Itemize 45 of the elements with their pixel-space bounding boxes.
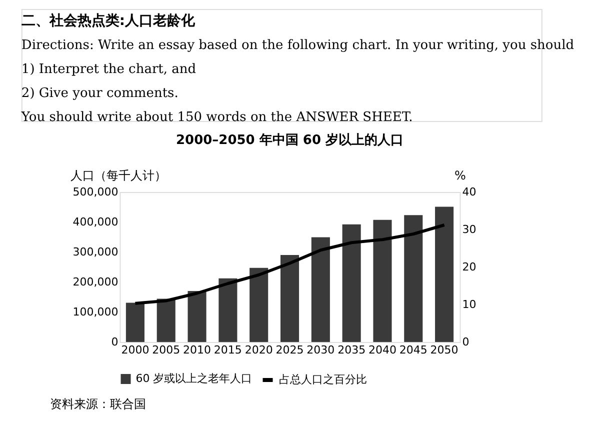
text: Directions: Write an essay based on the following chart. In your writing, you should <box>21 38 574 53</box>
bar <box>342 224 361 342</box>
x-tick-label: 2005 <box>152 344 180 356</box>
bar <box>280 255 300 342</box>
x-tick-label: 2000 <box>121 344 150 356</box>
x-tick-label: 2025 <box>276 344 304 356</box>
y-tick-label: 500,000 <box>72 186 118 198</box>
bar <box>373 220 392 342</box>
x-tick-label: 2020 <box>244 344 273 356</box>
y-tick-label: 0 <box>111 336 118 348</box>
bar <box>126 302 144 342</box>
text: 2) Give your comments. <box>21 86 178 101</box>
bar <box>188 291 206 342</box>
y2-tick-label: 30 <box>462 223 476 236</box>
x-tick-label: 2045 <box>399 344 428 356</box>
x-tick-label: 2040 <box>368 344 396 356</box>
bar <box>250 268 268 342</box>
text: 资料来源：联合国 <box>50 397 146 411</box>
y-axis-title: 人口（每千人计） <box>70 168 166 182</box>
x-tick-label: 2050 <box>430 344 458 356</box>
y-tick-label: 100,000 <box>72 306 118 318</box>
text: 1) Interpret the chart, and <box>21 62 196 77</box>
y2-tick-label: 20 <box>462 260 476 274</box>
chart-title: 2000–2050 年中国 60 岁以上的人口 <box>176 133 404 148</box>
bar <box>435 206 454 342</box>
x-tick-label: 2035 <box>338 344 366 356</box>
y2-axis-title: % <box>454 168 466 182</box>
legend-label: 60 岁或以上之老年人口 <box>136 372 252 385</box>
x-tick-label: 2010 <box>183 344 212 356</box>
text: 二、社会热点类:人口老龄化 <box>21 13 196 29</box>
text: You should write about 150 words on the ANSWER SHEET. <box>20 110 413 125</box>
legend-label: 占总人口之百分比 <box>278 373 367 386</box>
y-tick-label: 400,000 <box>72 216 118 228</box>
x-tick-label: 2015 <box>214 344 242 356</box>
bar <box>404 215 423 342</box>
bar <box>311 237 330 342</box>
y2-tick-label: 40 <box>462 186 476 198</box>
y2-tick-label: 0 <box>462 336 470 348</box>
y-tick-label: 300,000 <box>72 246 118 258</box>
bar <box>156 298 176 342</box>
bar <box>218 278 238 342</box>
y-tick-label: 200,000 <box>72 276 118 288</box>
line-series <box>134 224 446 305</box>
y2-tick-label: 10 <box>462 298 476 311</box>
x-tick-label: 2030 <box>306 344 335 356</box>
